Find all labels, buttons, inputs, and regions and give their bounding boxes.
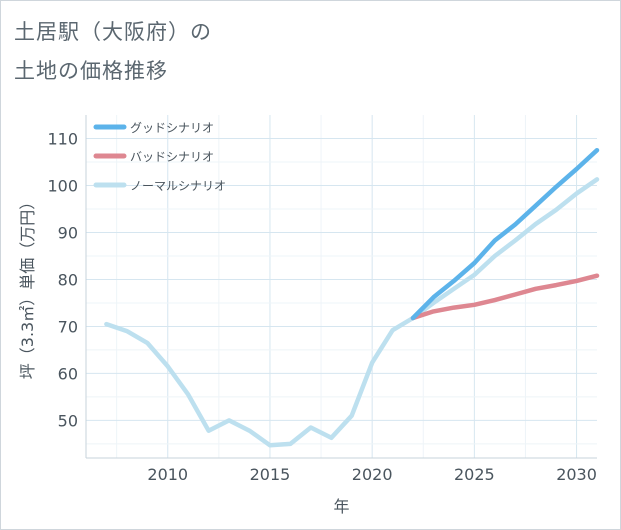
series-line-0 [410,147,600,321]
y-tick-label: 90 [58,223,78,242]
y-tick-label: 110 [47,129,78,148]
x-tick-label: 2010 [147,465,188,484]
x-tick-label: 2030 [556,465,597,484]
series-line-2 [104,177,600,448]
x-axis-label: 年 [333,497,349,516]
y-tick-label: 70 [58,317,78,336]
x-tick-label: 2025 [454,465,495,484]
grid [85,115,597,459]
series-line-1 [410,273,600,321]
y-tick-label: 80 [58,270,78,289]
legend-label: ノーマルシナリオ [130,179,226,193]
legend-label: グッドシナリオ [130,121,214,135]
x-tick-label: 2020 [352,465,393,484]
series-lines [104,147,600,448]
legend-label: バッドシナリオ [130,150,214,164]
chart-title-line2: 土地の価格推移 [14,59,168,83]
tick-labels: 2010 2015 2020 2025 2030 50 60 70 80 90 100 110 [47,129,596,484]
y-tick-label: 60 [58,364,78,383]
x-tick-label: 2015 [250,465,291,484]
y-tick-label: 100 [47,176,78,195]
y-axis-label: 坪（3.3㎡）単価（万円） [18,194,37,379]
chart-title-line1: 土居駅（大阪府）の [14,20,212,44]
y-tick-label: 50 [58,411,78,430]
